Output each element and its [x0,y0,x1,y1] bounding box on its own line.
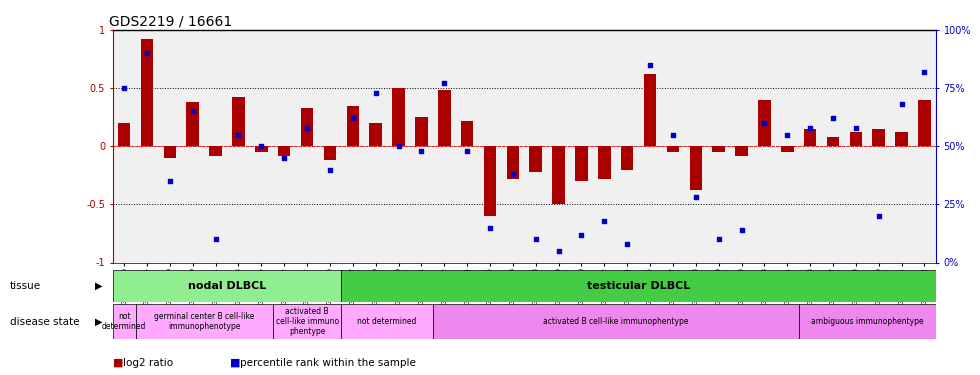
Point [528,236,544,242]
Text: tissue: tissue [10,281,41,291]
Text: germinal center B cell-like
immunophenotype: germinal center B cell-like immunophenot… [154,312,255,331]
Bar [232,98,245,146]
Bar [644,74,657,146]
Bar [186,102,199,146]
Point [803,124,818,130]
Point [779,132,795,138]
Bar [896,132,907,146]
Point [825,116,841,122]
Bar [301,108,314,146]
Point [848,124,863,130]
Bar [690,146,702,190]
Bar [347,106,359,146]
Bar [827,137,839,146]
Point [642,62,658,68]
Bar [575,146,588,181]
Bar [113,270,341,302]
Point [436,81,452,87]
Bar [918,100,931,146]
Point [299,124,315,130]
Bar [712,146,725,152]
Point [916,69,932,75]
Bar [735,146,748,156]
Bar [529,146,542,172]
Text: log2 ratio: log2 ratio [122,358,172,368]
Point [482,225,498,231]
Text: disease state: disease state [10,317,79,327]
Point [254,143,270,149]
Point [871,213,887,219]
Bar [278,146,290,156]
Point [139,50,155,56]
Bar [438,90,451,146]
Bar [461,121,473,146]
Point [734,227,750,233]
Bar [341,270,936,302]
Bar [118,123,130,146]
Point [322,166,338,172]
Point [665,132,681,138]
Text: nodal DLBCL: nodal DLBCL [188,281,267,291]
Text: ambiguous immunophentype: ambiguous immunophentype [811,317,923,326]
Bar [872,129,885,146]
Bar [553,146,564,204]
Point [710,236,726,242]
Point [573,232,589,238]
Bar [433,304,799,339]
Point [208,236,223,242]
Bar [507,146,519,179]
Bar [341,304,433,339]
Text: not determined: not determined [358,317,416,326]
Point [460,148,475,154]
Point [505,171,520,177]
Text: activated B
cell-like immuno
phentype: activated B cell-like immuno phentype [275,307,339,336]
Bar [113,304,135,339]
Text: activated B cell-like immunophentype: activated B cell-like immunophentype [543,317,689,326]
Point [391,143,407,149]
Point [757,120,772,126]
Point [619,241,635,247]
Point [276,155,292,161]
Text: ▶: ▶ [95,281,103,291]
Point [185,108,201,114]
Point [688,194,704,200]
Bar [850,132,862,146]
Text: ■: ■ [113,358,123,368]
Bar [799,304,936,339]
Point [894,101,909,107]
Bar [484,146,496,216]
Bar [759,100,770,146]
Text: ▶: ▶ [95,317,103,327]
Bar [804,129,816,146]
Point [117,85,132,91]
Bar [621,146,633,170]
Bar [598,146,611,179]
Point [162,178,177,184]
Bar [141,39,153,146]
Point [230,132,246,138]
Text: testicular DLBCL: testicular DLBCL [587,281,690,291]
Bar [781,146,794,152]
Bar [255,146,268,152]
Bar [369,123,382,146]
Bar [666,146,679,152]
Point [414,148,429,154]
Text: ■: ■ [230,358,241,368]
Bar [416,117,427,146]
Text: GDS2219 / 16661: GDS2219 / 16661 [109,15,232,29]
Point [597,217,612,223]
Bar [323,146,336,160]
Bar [272,304,341,339]
Point [345,116,361,122]
Point [368,90,383,96]
Text: not
determined: not determined [102,312,146,331]
Bar [164,146,176,158]
Bar [135,304,272,339]
Bar [210,146,221,156]
Point [551,248,566,254]
Text: percentile rank within the sample: percentile rank within the sample [240,358,416,368]
Bar [392,88,405,146]
